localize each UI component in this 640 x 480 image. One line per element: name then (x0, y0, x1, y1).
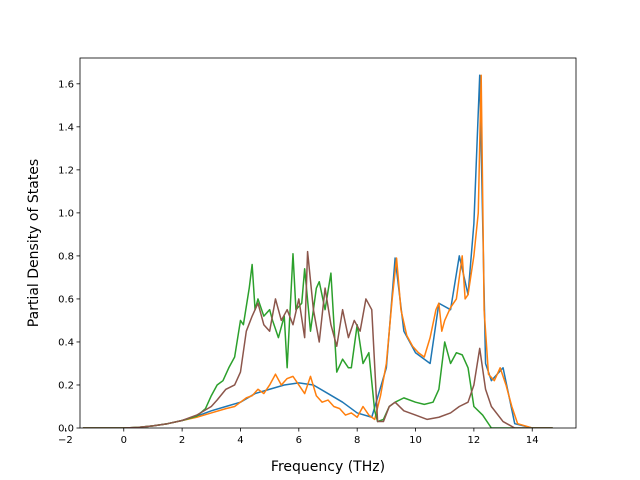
y-axis-label: Partial Density of States (26, 159, 42, 327)
plot-frame (79, 57, 577, 429)
y-axis-ticks: 0.0 0.2 0.4 0.6 0.8 1.0 1.2 1.4 1.6 (58, 79, 80, 435)
y-tick-label: 1.4 (58, 122, 74, 133)
x-tick-label: 14 (526, 435, 539, 446)
series-layer (82, 74, 553, 428)
y-tick-label: 1.2 (58, 165, 74, 176)
series-line-4 (82, 250, 553, 428)
y-tick-label: 0.0 (58, 424, 74, 435)
y-tick-label: 0.6 (58, 294, 74, 305)
series-line-3 (82, 253, 553, 428)
x-tick-label: 6 (296, 435, 302, 446)
y-tick-label: 0.2 (58, 380, 74, 391)
x-tick-label: 4 (237, 435, 243, 446)
x-axis-label: Frequency (THz) (271, 459, 385, 475)
x-tick-label: 0 (121, 435, 127, 446)
x-tick-label: 10 (409, 435, 422, 446)
y-tick-label: 1.6 (58, 79, 74, 90)
x-axis-ticks: −2 0 2 4 6 8 10 12 14 (58, 428, 539, 446)
x-tick-label: 12 (468, 435, 481, 446)
x-tick-label: −2 (58, 435, 73, 446)
y-tick-label: 1.0 (58, 208, 74, 219)
x-tick-label: 2 (179, 435, 185, 446)
x-tick-label: 8 (354, 435, 360, 446)
y-tick-label: 0.4 (58, 337, 74, 348)
series-line-2 (82, 74, 553, 428)
y-tick-label: 0.8 (58, 251, 74, 262)
